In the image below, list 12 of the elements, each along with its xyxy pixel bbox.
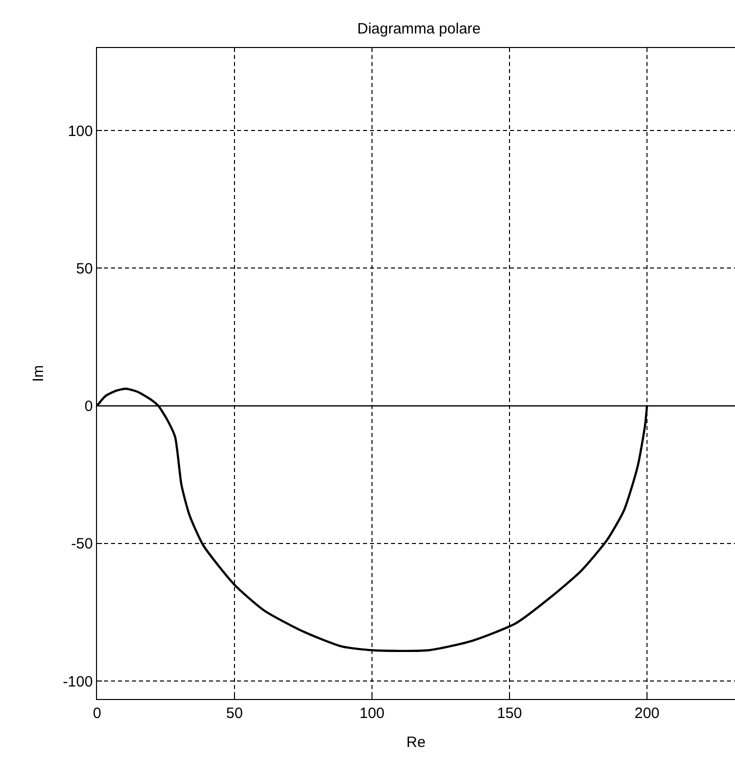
y-tick-label: 0: [84, 398, 93, 416]
y-tick-label: 50: [76, 260, 93, 278]
x-tick-label: 100: [359, 705, 385, 722]
y-tick-label: -100: [62, 673, 93, 690]
y-axis-title: Im: [30, 365, 48, 382]
chart-title: Diagramma polare: [357, 20, 481, 38]
x-tick-label: 150: [496, 705, 522, 722]
y-tick-label: -50: [71, 536, 93, 553]
x-axis-title: Re: [406, 734, 426, 752]
y-tick-label: 100: [68, 122, 93, 140]
x-tick-label: 50: [226, 705, 243, 722]
x-tick-label: 200: [634, 705, 660, 722]
